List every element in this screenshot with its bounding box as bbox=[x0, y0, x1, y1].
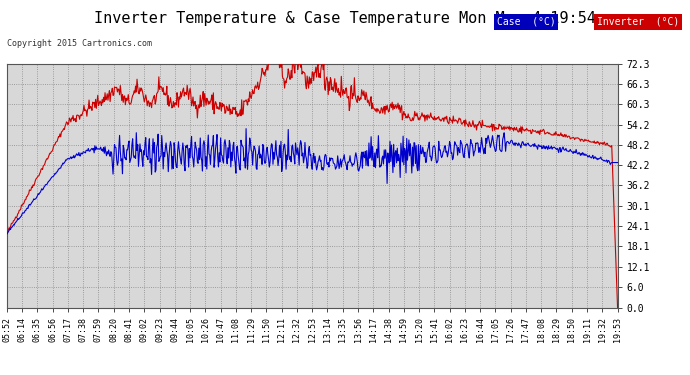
Text: Inverter  (°C): Inverter (°C) bbox=[597, 17, 679, 27]
Text: Copyright 2015 Cartronics.com: Copyright 2015 Cartronics.com bbox=[7, 39, 152, 48]
Text: Inverter Temperature & Case Temperature Mon May 4 19:54: Inverter Temperature & Case Temperature … bbox=[94, 11, 596, 26]
Text: Case  (°C): Case (°C) bbox=[497, 17, 555, 27]
